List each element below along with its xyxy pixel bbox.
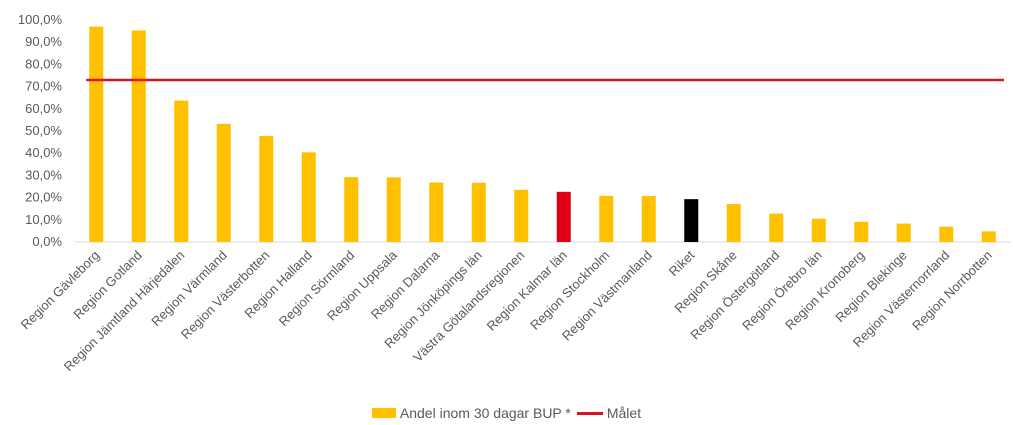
y-tick-label: 40,0%: [25, 145, 62, 160]
x-tick-label: Region Kronoberg: [782, 248, 867, 333]
bar: [854, 221, 869, 242]
bar: [471, 182, 486, 242]
bar: [174, 100, 189, 242]
y-tick-label: 50,0%: [25, 123, 62, 138]
bar: [259, 135, 274, 242]
legend-swatch-bars: [371, 408, 396, 418]
y-tick-label: 20,0%: [25, 190, 62, 205]
x-tick-label: Region Värmland: [148, 248, 230, 330]
bar: [981, 231, 996, 242]
y-tick-label: 80,0%: [25, 56, 62, 71]
bar: [386, 177, 401, 242]
legend-label-bars: Andel inom 30 dagar BUP *: [399, 405, 571, 421]
bar: [726, 204, 741, 242]
bar: [344, 177, 359, 242]
chart-svg: 0,0% 10,0% 20,0% 30,0% 40,0% 50,0% 60,0% 70,0% 8…: [18, 12, 1010, 374]
bar: [811, 218, 826, 242]
bar: [769, 213, 784, 242]
x-tick-label: Region Kalmar län: [484, 248, 570, 334]
legend-swatch-goal: [576, 411, 603, 415]
y-tick-label: 70,0%: [25, 79, 62, 94]
y-tick-label: 60,0%: [25, 101, 62, 116]
y-tick-label: 10,0%: [25, 212, 62, 227]
y-tick-label: 90,0%: [25, 34, 62, 49]
bar: [599, 195, 614, 242]
bar: [684, 199, 699, 242]
legend-item-bars: Andel inom 30 dagar BUP *: [371, 405, 571, 421]
bar: [216, 123, 231, 242]
legend: Andel inom 30 dagar BUP * Målet: [0, 405, 1013, 421]
bar: [641, 196, 656, 242]
y-tick-label: 30,0%: [25, 167, 62, 182]
bar: [939, 226, 954, 242]
bar: [131, 30, 146, 242]
bar: [896, 223, 911, 242]
x-tick-label: Region Örebro län: [739, 248, 825, 334]
x-tick-label: Region Norrbotten: [909, 248, 995, 334]
bar: [301, 152, 316, 242]
y-tick-label: 0,0%: [32, 234, 62, 249]
x-tick-label: Region Sörmland: [276, 248, 358, 330]
legend-label-goal: Målet: [606, 405, 642, 421]
bar: [514, 189, 529, 242]
bar: [89, 26, 104, 242]
bar: [556, 191, 571, 242]
x-tick-label: Region Stockholm: [527, 248, 612, 333]
x-tick-label: Riket: [666, 247, 698, 279]
y-tick-label: 100,0%: [18, 12, 63, 27]
x-tick-label: Region Gävleborg: [18, 248, 103, 333]
bar: [429, 182, 444, 242]
legend-item-goal: Målet: [576, 405, 642, 421]
